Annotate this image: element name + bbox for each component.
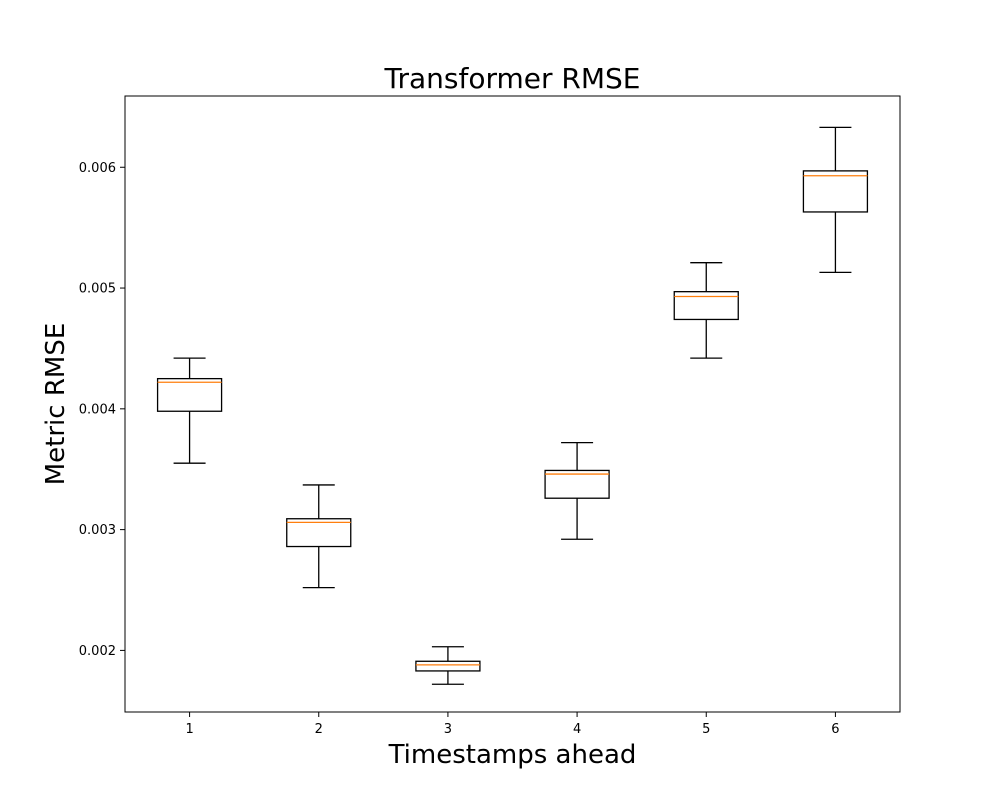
y-tick-label: 0.004 bbox=[79, 402, 116, 417]
x-tick-label: 3 bbox=[444, 722, 452, 737]
plot-frame bbox=[124, 95, 901, 713]
iqr-box bbox=[156, 377, 223, 412]
iqr-box bbox=[544, 469, 610, 499]
x-tick-label: 6 bbox=[831, 722, 839, 737]
y-tick-label: 0.005 bbox=[79, 282, 116, 297]
box-4 bbox=[544, 442, 610, 540]
chart-title: Transformer RMSE bbox=[384, 62, 641, 95]
iqr-box bbox=[286, 518, 352, 548]
box-3 bbox=[415, 646, 481, 685]
iqr-box bbox=[802, 170, 869, 213]
x-tick-label: 5 bbox=[702, 722, 710, 737]
iqr-box bbox=[415, 660, 481, 672]
x-axis-label: Timestamps ahead bbox=[388, 740, 637, 770]
x-tick-label: 1 bbox=[185, 722, 193, 737]
y-tick-label: 0.003 bbox=[79, 523, 116, 538]
y-tick-label: 0.002 bbox=[79, 644, 116, 659]
x-tick-label: 4 bbox=[573, 722, 581, 737]
box-6 bbox=[802, 126, 869, 273]
box-5 bbox=[673, 262, 739, 359]
axes: 1 2 3 4 5 6 0.002 0.003 0.004 0.005 0.006 bbox=[79, 95, 901, 737]
y-axis-label: Metric RMSE bbox=[41, 323, 71, 486]
box-1 bbox=[156, 357, 223, 464]
x-tick-label: 2 bbox=[315, 722, 323, 737]
y-tick-label: 0.006 bbox=[79, 161, 116, 176]
iqr-box bbox=[673, 291, 739, 321]
box-2 bbox=[286, 484, 352, 589]
plot-area bbox=[156, 126, 869, 685]
